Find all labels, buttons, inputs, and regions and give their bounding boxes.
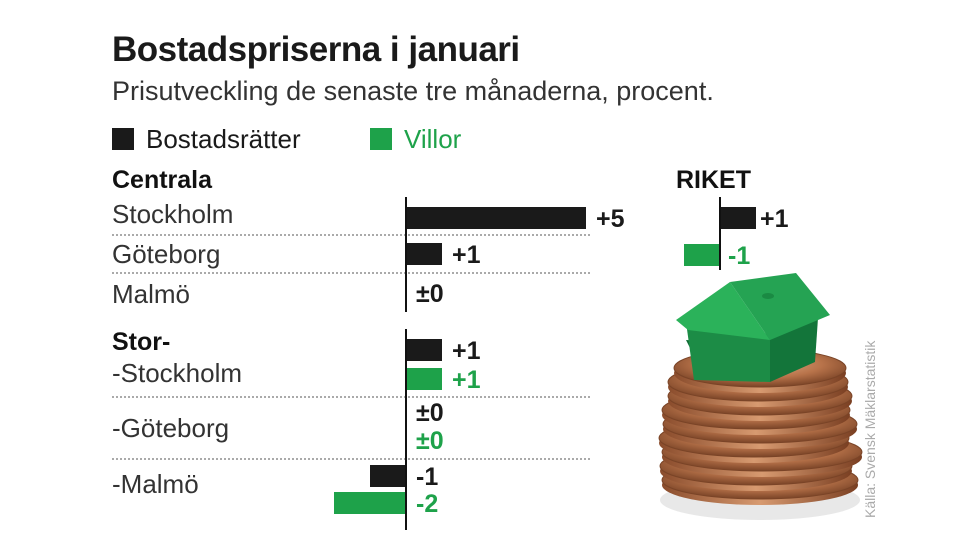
legend-label-bostadsratter: Bostadsrätter — [146, 123, 301, 154]
value-label-stockholm-bostadsrätter: +1 — [452, 337, 481, 365]
value-label-malmö-bostadsrätter: -1 — [416, 463, 438, 491]
legend-swatch-bostadsratter — [112, 128, 134, 150]
value-label-göteborg-villor: ±0 — [416, 427, 444, 455]
value-label-göteborg-bostadsrätter: +1 — [452, 241, 481, 269]
group-heading-stor: Stor- — [112, 328, 170, 356]
value-label-göteborg-bostadsrätter: ±0 — [416, 399, 444, 427]
row-label-malmö: Malmö — [112, 279, 190, 309]
legend-label-villor: Villor — [404, 123, 462, 154]
source-note: Källa: Svensk Mäklarstatistik — [862, 340, 878, 518]
row-label-stockholm: -Stockholm — [112, 358, 242, 388]
chart-title: Bostadspriserna i januari — [112, 30, 520, 69]
bar-stockholm-villor — [406, 368, 442, 390]
bar-malmö-villor — [334, 492, 406, 514]
value-label-malmö-bostadsrätter: ±0 — [416, 280, 444, 308]
row-label-malmö: -Malmö — [112, 469, 199, 499]
value-label-riket-bostadsrätter: +1 — [760, 205, 789, 233]
bar-göteborg-bostadsrätter — [406, 243, 442, 265]
legend-item-villor: Villor — [370, 122, 461, 156]
chart-subtitle: Prisutveckling de senaste tre månaderna,… — [112, 76, 714, 106]
riket-heading: RIKET — [676, 166, 751, 194]
legend-swatch-villor — [370, 128, 392, 150]
group-heading-centrala: Centrala — [112, 166, 213, 194]
bar-riket-bostadsrätter — [720, 207, 756, 229]
row-label-göteborg: -Göteborg — [112, 413, 229, 443]
bar-stockholm-bostadsrätter — [406, 339, 442, 361]
legend-item-bostadsratter: Bostadsrätter — [112, 122, 301, 156]
row-label-stockholm: Stockholm — [112, 199, 233, 229]
bar-stockholm-bostadsrätter — [406, 207, 586, 229]
value-label-riket-villor: -1 — [728, 242, 750, 270]
house-on-coins-illustration — [658, 273, 863, 520]
value-label-stockholm-villor: +1 — [452, 366, 481, 394]
value-label-malmö-villor: -2 — [416, 490, 438, 518]
row-label-göteborg: Göteborg — [112, 239, 220, 269]
bar-riket-villor — [684, 244, 720, 266]
bar-malmö-bostadsrätter — [370, 465, 406, 487]
value-label-stockholm-bostadsrätter: +5 — [596, 205, 625, 233]
